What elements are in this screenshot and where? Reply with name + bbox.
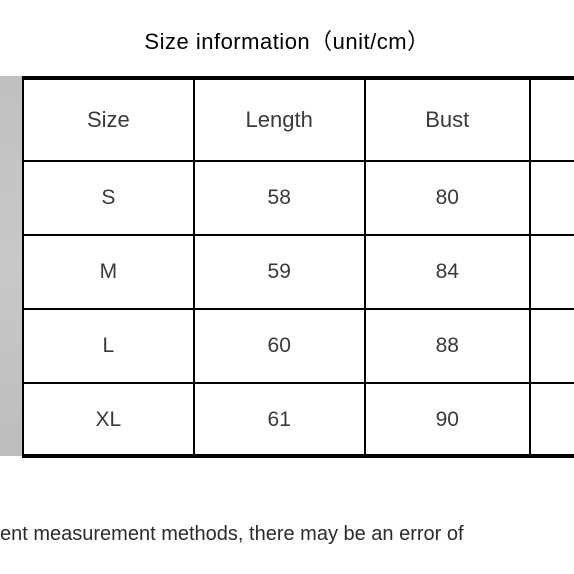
cell-length: 59 [194, 235, 365, 309]
size-table-container: Size Length Bust S 58 80 M 59 84 L 60 88… [22, 76, 574, 456]
cell-extra [530, 161, 574, 235]
cell-size: M [23, 235, 194, 309]
table-row: L 60 88 [23, 309, 574, 383]
cell-length: 60 [194, 309, 365, 383]
cell-bust: 90 [365, 383, 530, 457]
footnote-text: ent measurement methods, there may be an… [0, 523, 574, 546]
left-image-sliver [0, 76, 22, 456]
cell-extra [530, 309, 574, 383]
page-title: Size information（unit/cm） [0, 24, 574, 56]
table-header-row: Size Length Bust [23, 79, 574, 161]
col-header-extra [530, 79, 574, 161]
cell-length: 61 [194, 383, 365, 457]
cell-size: XL [23, 383, 194, 457]
col-header-length: Length [194, 79, 365, 161]
col-header-bust: Bust [365, 79, 530, 161]
cell-bust: 88 [365, 309, 530, 383]
col-header-size: Size [23, 79, 194, 161]
cell-length: 58 [194, 161, 365, 235]
table-row: S 58 80 [23, 161, 574, 235]
size-table: Size Length Bust S 58 80 M 59 84 L 60 88… [22, 78, 574, 458]
cell-bust: 80 [365, 161, 530, 235]
cell-extra [530, 235, 574, 309]
cell-bust: 84 [365, 235, 530, 309]
table-row: XL 61 90 [23, 383, 574, 457]
cell-size: S [23, 161, 194, 235]
table-row: M 59 84 [23, 235, 574, 309]
cell-size: L [23, 309, 194, 383]
cell-extra [530, 383, 574, 457]
